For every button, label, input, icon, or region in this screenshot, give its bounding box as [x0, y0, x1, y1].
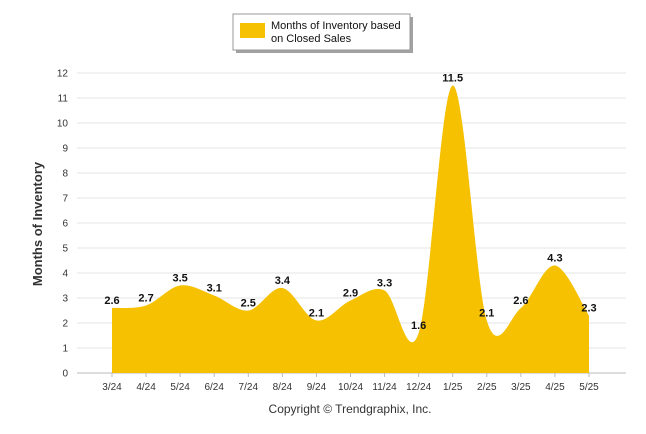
data-label: 2.5	[241, 298, 256, 310]
data-label: 2.7	[138, 293, 153, 305]
legend-swatch	[240, 23, 265, 38]
x-tick-label: 7/24	[239, 382, 259, 393]
series-area	[112, 85, 589, 374]
y-tick-label: 11	[58, 94, 69, 105]
y-tick-label: 4	[62, 269, 68, 280]
data-label: 2.6	[513, 295, 528, 307]
data-label: 11.5	[442, 73, 463, 85]
data-label: 3.3	[377, 278, 392, 290]
data-label: 3.4	[275, 275, 291, 287]
legend: Months of Inventory based on Closed Sale…	[232, 13, 413, 53]
data-label: 1.6	[411, 320, 426, 332]
x-tick-label: 3/25	[511, 382, 531, 393]
x-tick-label: 6/24	[204, 382, 224, 393]
x-axis-ticks: 3/24 4/24 5/24 6/24 7/24 8/24 9/24 10/24 11/24 12…	[102, 373, 599, 393]
x-tick-label: 3/24	[102, 382, 122, 393]
x-tick-label: 10/24	[338, 382, 363, 393]
x-tick-label: 1/25	[443, 382, 463, 393]
data-label: 2.3	[581, 303, 596, 315]
data-label: 2.1	[479, 308, 494, 320]
data-label: 3.5	[172, 273, 187, 285]
x-tick-label: 12/24	[406, 382, 431, 393]
y-tick-label: 5	[62, 244, 68, 255]
data-labels: 2.6 2.7 3.5 3.1 2.5 3.4 2.1 2.9 3.3 1.6 11.5 2.1 2.6…	[104, 73, 596, 333]
x-tick-label: 5/25	[579, 382, 599, 393]
x-tick-label: 9/24	[307, 382, 327, 393]
legend-label-line-2: on Closed Sales	[271, 33, 352, 45]
area-fill	[112, 85, 589, 374]
x-tick-label: 2/25	[477, 382, 497, 393]
y-tick-label: 8	[62, 169, 68, 180]
y-tick-label: 6	[62, 219, 68, 230]
y-tick-label: 10	[57, 119, 69, 130]
data-label: 3.1	[207, 283, 222, 295]
x-tick-label: 4/24	[136, 382, 156, 393]
x-tick-label: 5/24	[170, 382, 190, 393]
x-tick-label: 4/25	[545, 382, 565, 393]
y-tick-label: 1	[62, 344, 68, 355]
legend-label-line-1: Months of Inventory based	[271, 20, 401, 32]
data-label: 2.1	[309, 308, 324, 320]
y-tick-label: 12	[57, 69, 69, 80]
y-axis-label: Months of Inventory	[30, 161, 45, 286]
x-tick-label: 8/24	[273, 382, 293, 393]
x-tick-label: 11/24	[372, 382, 397, 393]
y-tick-label: 0	[62, 369, 68, 380]
data-label: 4.3	[547, 253, 562, 265]
y-tick-label: 7	[62, 194, 68, 205]
data-label: 2.9	[343, 288, 358, 300]
y-tick-label: 3	[62, 294, 68, 305]
data-label: 2.6	[104, 295, 119, 307]
copyright-text: Copyright © Trendgraphix, Inc.	[269, 402, 432, 416]
y-tick-label: 9	[62, 144, 68, 155]
y-tick-label: 2	[62, 319, 68, 330]
